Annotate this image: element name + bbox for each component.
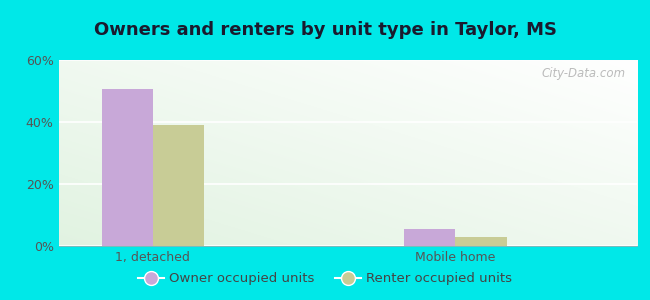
Bar	[101, 89, 153, 246]
Text: City-Data.com: City-Data.com	[541, 68, 625, 80]
Bar	[456, 237, 506, 246]
Text: Owners and renters by unit type in Taylor, MS: Owners and renters by unit type in Taylo…	[94, 21, 556, 39]
Bar	[404, 229, 456, 246]
Legend: Owner occupied units, Renter occupied units: Owner occupied units, Renter occupied un…	[133, 267, 517, 290]
Bar	[153, 125, 204, 246]
